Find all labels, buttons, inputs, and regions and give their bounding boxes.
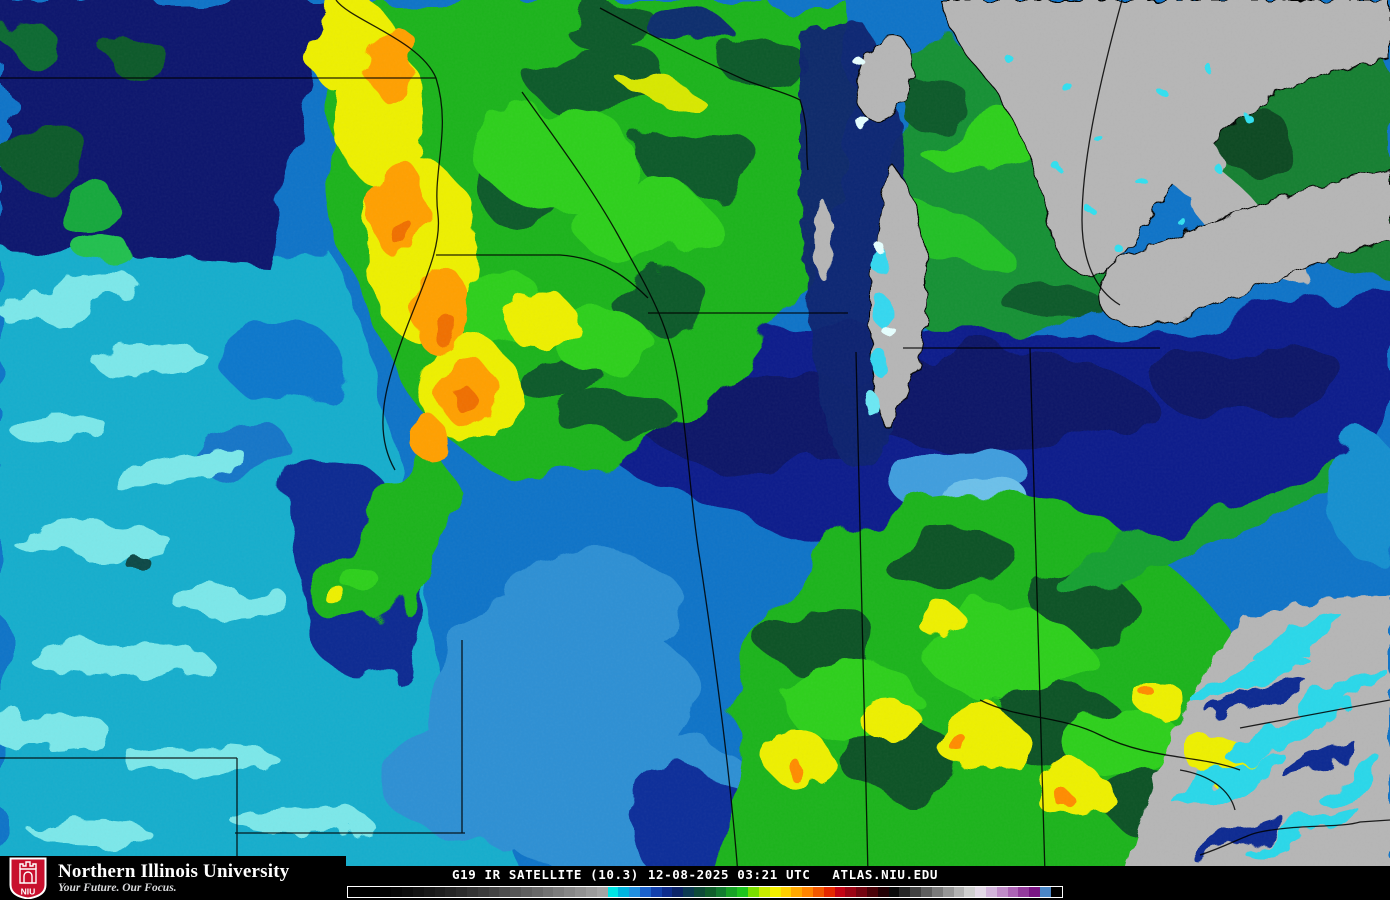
- colorbar-segment: [1029, 887, 1040, 897]
- colorbar-segment: [531, 887, 543, 897]
- colorbar-segment: [596, 887, 608, 897]
- temperature-colorbar: [347, 886, 1063, 898]
- niu-shield-icon: NIU: [9, 857, 47, 899]
- colorbar-segment: [477, 887, 489, 897]
- colorbar-segment: [672, 887, 684, 897]
- caption-source: ATLAS.NIU.EDU: [832, 867, 939, 882]
- colorbar-segment: [834, 887, 846, 897]
- colorbar-segment: [975, 887, 986, 897]
- colorbar-segment: [402, 887, 413, 897]
- colorbar-segment: [412, 887, 424, 897]
- colorbar-segment: [867, 887, 878, 897]
- colorbar-segment: [434, 887, 446, 897]
- colorbar-segment: [391, 887, 403, 897]
- colorbar-segment: [575, 887, 586, 897]
- caption-product: G19 IR SATELLITE (10.3): [451, 867, 639, 882]
- university-name: Northern Illinois University: [58, 860, 290, 882]
- colorbar-segment: [542, 887, 554, 897]
- colorbar-segment: [607, 887, 619, 897]
- colorbar-segment: [910, 887, 922, 897]
- image-caption: G19 IR SATELLITE (10.3) 12-08-2025 03:21…: [0, 867, 1390, 882]
- university-tagline: Your Future. Our Focus.: [58, 881, 177, 894]
- niu-logo-block: NIU Northern Illinois University Your Fu…: [0, 856, 346, 900]
- colorbar-segment: [953, 887, 965, 897]
- colorbar-segment: [380, 887, 392, 897]
- colorbar-segment: [564, 887, 576, 897]
- colorbar-segment: [510, 887, 521, 897]
- colorbar-segment: [661, 887, 673, 897]
- colorbar-segment: [585, 887, 597, 897]
- colorbar-segment: [618, 887, 630, 897]
- colorbar-segment: [1050, 887, 1062, 897]
- colorbar-segment: [423, 887, 435, 897]
- colorbar-segment: [553, 887, 565, 897]
- colorbar-segment: [629, 887, 640, 897]
- colorbar-segment: [358, 887, 370, 897]
- colorbar-segment: [845, 887, 857, 897]
- colorbar-segment: [758, 887, 770, 897]
- colorbar-segment: [1040, 887, 1051, 897]
- colorbar-segment: [639, 887, 651, 897]
- colorbar-segment: [812, 887, 824, 897]
- colorbar-segment: [369, 887, 381, 897]
- colorbar-segment: [888, 887, 900, 897]
- colorbar-segment: [466, 887, 478, 897]
- colorbar-segment: [769, 887, 781, 897]
- colorbar-segment: [445, 887, 457, 897]
- colorbar-segment: [456, 887, 467, 897]
- caption-datetime: 12-08-2025 03:21 UTC: [647, 867, 811, 882]
- niu-acronym: NIU: [21, 887, 36, 897]
- colorbar-segment: [856, 887, 867, 897]
- colorbar-segment: [942, 887, 954, 897]
- colorbar-segment: [715, 887, 727, 897]
- colorbar-segment: [726, 887, 738, 897]
- state-borders: [0, 0, 1390, 876]
- colorbar-segment: [899, 887, 911, 897]
- colorbar-segment: [921, 887, 932, 897]
- colorbar-segment: [499, 887, 511, 897]
- colorbar-segment: [780, 887, 792, 897]
- colorbar-segment: [694, 887, 705, 897]
- colorbar-segment: [704, 887, 716, 897]
- colorbar-segment: [791, 887, 803, 897]
- colorbar-segment: [488, 887, 500, 897]
- colorbar-segment: [748, 887, 759, 897]
- colorbar-segment: [823, 887, 835, 897]
- colorbar-segment: [877, 887, 889, 897]
- colorbar-segment: [931, 887, 943, 897]
- colorbar-segment: [650, 887, 662, 897]
- niu-wordmark: Northern Illinois University Your Future…: [58, 860, 290, 895]
- colorbar-segment: [985, 887, 997, 897]
- colorbar-segment: [737, 887, 749, 897]
- colorbar-segment: [802, 887, 813, 897]
- colorbar-segment: [1018, 887, 1030, 897]
- colorbar-segment: [996, 887, 1008, 897]
- colorbar-segment: [683, 887, 694, 897]
- colorbar-segment: [964, 887, 976, 897]
- colorbar-segment: [348, 887, 359, 897]
- colorbar-segment: [521, 887, 532, 897]
- colorbar-segment: [1007, 887, 1019, 897]
